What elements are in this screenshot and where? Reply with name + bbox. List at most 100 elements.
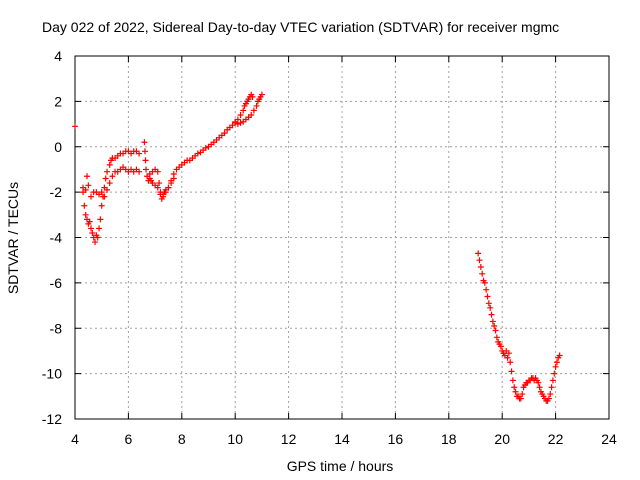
data-point bbox=[106, 161, 113, 168]
data-point bbox=[96, 225, 103, 232]
data-point bbox=[165, 184, 172, 191]
data-point bbox=[549, 377, 556, 384]
y-tick-labels: 4 2 0 -2 -4 -6 -8 -10 -12 bbox=[42, 48, 62, 427]
data-point bbox=[237, 111, 244, 118]
data-point bbox=[511, 384, 518, 391]
x-tick-label: 6 bbox=[125, 431, 133, 447]
data-point bbox=[517, 395, 524, 402]
data-point bbox=[160, 193, 167, 200]
data-point bbox=[489, 318, 496, 325]
data-point bbox=[88, 225, 95, 232]
x-tick-label: 20 bbox=[494, 431, 510, 447]
data-point bbox=[104, 168, 111, 175]
data-point bbox=[481, 279, 488, 286]
data-point bbox=[492, 327, 499, 334]
data-point bbox=[487, 304, 494, 311]
data-point bbox=[483, 286, 490, 293]
data-point bbox=[545, 395, 552, 402]
data-point bbox=[85, 182, 92, 189]
data-point bbox=[493, 334, 500, 341]
y-tick-label: -12 bbox=[42, 411, 62, 427]
x-tick-label: 14 bbox=[334, 431, 350, 447]
data-point bbox=[143, 166, 150, 173]
data-point bbox=[102, 175, 109, 182]
data-point bbox=[136, 150, 143, 157]
data-point bbox=[141, 148, 148, 155]
data-point bbox=[248, 111, 255, 118]
grid-lines bbox=[75, 56, 609, 419]
data-point bbox=[106, 180, 113, 187]
y-tick-label: -2 bbox=[50, 184, 63, 200]
y-axis-label: SDTVAR / TECUs bbox=[5, 182, 21, 294]
data-point bbox=[488, 311, 495, 318]
data-point bbox=[547, 391, 554, 398]
data-point bbox=[556, 352, 563, 359]
x-tick-label: 4 bbox=[71, 431, 79, 447]
y-tick-label: -10 bbox=[42, 366, 62, 382]
data-point bbox=[80, 189, 87, 196]
data-point bbox=[72, 123, 78, 130]
data-point bbox=[509, 377, 516, 384]
chart-title: Day 022 of 2022, Sidereal Day-to-day VTE… bbox=[42, 19, 559, 35]
data-points bbox=[72, 91, 563, 404]
data-point bbox=[154, 184, 161, 191]
x-tick-labels: 4 6 8 10 12 14 16 18 20 22 24 bbox=[71, 431, 617, 447]
data-point bbox=[476, 257, 483, 264]
data-point bbox=[142, 157, 149, 164]
y-tick-label: -8 bbox=[50, 320, 63, 336]
data-point bbox=[535, 379, 542, 386]
y-tick-label: -6 bbox=[50, 275, 63, 291]
data-point bbox=[98, 189, 105, 196]
data-point bbox=[536, 384, 543, 391]
y-tick-label: -4 bbox=[50, 230, 63, 246]
data-point bbox=[519, 391, 526, 398]
data-point bbox=[477, 263, 484, 270]
data-point bbox=[504, 354, 511, 361]
data-point bbox=[253, 102, 260, 109]
x-tick-label: 18 bbox=[441, 431, 457, 447]
data-point bbox=[81, 202, 88, 209]
data-point bbox=[551, 370, 558, 377]
x-tick-label: 8 bbox=[178, 431, 186, 447]
data-point bbox=[82, 211, 89, 218]
x-axis-label: GPS time / hours bbox=[287, 458, 394, 474]
data-point bbox=[250, 107, 257, 114]
data-point bbox=[154, 168, 161, 175]
data-point bbox=[237, 119, 244, 126]
data-point bbox=[109, 173, 116, 180]
data-point bbox=[84, 173, 91, 180]
y-tick-label: 0 bbox=[54, 139, 62, 155]
data-point bbox=[475, 250, 482, 257]
data-point bbox=[98, 202, 105, 209]
x-tick-label: 16 bbox=[388, 431, 404, 447]
data-point bbox=[553, 359, 560, 366]
data-point bbox=[507, 359, 514, 366]
data-point bbox=[94, 234, 101, 241]
data-point bbox=[240, 107, 247, 114]
data-point bbox=[194, 150, 201, 157]
data-point bbox=[88, 193, 95, 200]
data-point bbox=[100, 193, 107, 200]
data-point bbox=[221, 130, 228, 137]
data-point bbox=[170, 170, 177, 177]
data-point bbox=[162, 189, 169, 196]
data-point bbox=[97, 216, 104, 223]
data-point bbox=[485, 300, 492, 307]
data-point bbox=[505, 350, 512, 357]
data-point bbox=[89, 229, 96, 236]
data-point bbox=[234, 116, 241, 123]
data-point bbox=[136, 168, 143, 175]
data-point bbox=[141, 139, 148, 146]
data-point bbox=[258, 91, 265, 98]
x-tick-label: 10 bbox=[227, 431, 243, 447]
data-point bbox=[491, 322, 498, 329]
data-point bbox=[101, 184, 108, 191]
y-tick-label: 2 bbox=[54, 93, 62, 109]
data-point bbox=[484, 293, 491, 300]
data-point bbox=[497, 343, 504, 350]
x-tick-label: 24 bbox=[601, 431, 617, 447]
y-tick-label: 4 bbox=[54, 48, 62, 64]
data-point bbox=[548, 384, 555, 391]
data-point bbox=[479, 270, 486, 277]
